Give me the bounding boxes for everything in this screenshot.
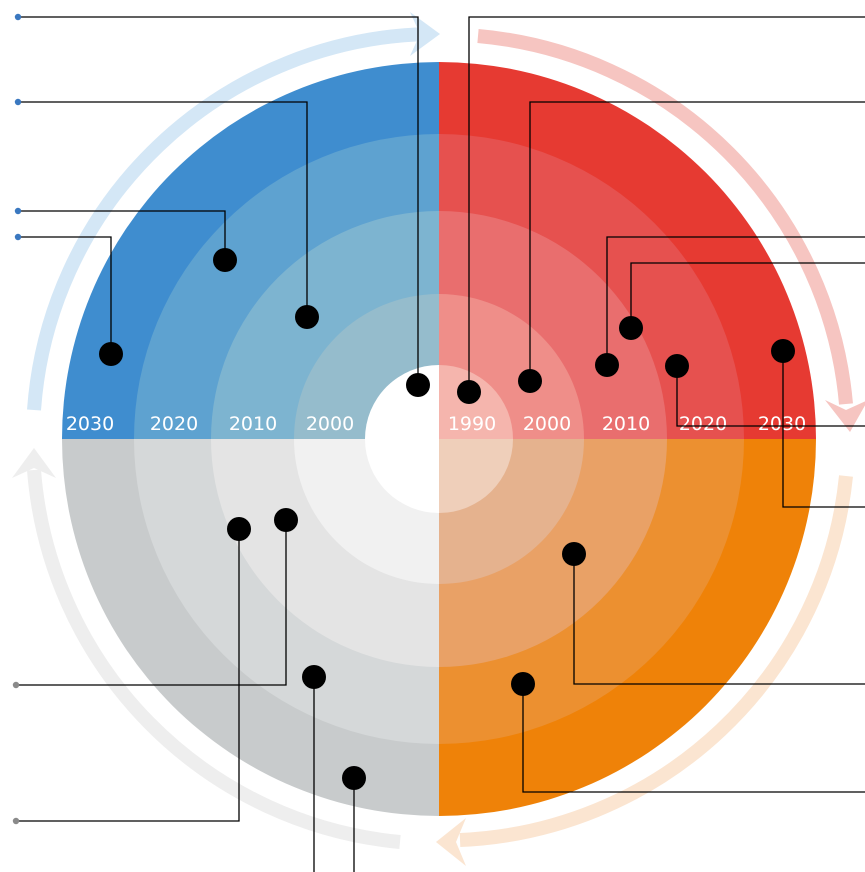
- endpoint-dot: [14, 207, 22, 215]
- year-axis-labels: 2030 2020 2010 2000 1990 1990 2000 2010 2020 2030: [66, 413, 806, 435]
- year-label-left-2020: 2020: [150, 413, 198, 435]
- marker-dot-2000-right: [518, 369, 542, 393]
- sector-top-right-ring-5: [439, 365, 513, 439]
- sector-bottom-left-ring-5: [365, 439, 439, 513]
- year-label-right-2010: 2010: [602, 413, 650, 435]
- year-label-left-1990: 1990: [381, 413, 429, 435]
- marker-dot-2010b-right: [619, 316, 643, 340]
- leader-line-gray-b: [16, 529, 240, 822]
- marker-dot-orange-outer: [511, 672, 535, 696]
- sector-bottom-right-ring-5: [439, 439, 513, 513]
- orange-cycle-arrow-icon: [459, 475, 853, 847]
- leader-line-2030-right: [782, 351, 865, 508]
- marker-dots: [99, 248, 795, 790]
- marker-dot-1990-right: [457, 380, 481, 404]
- leader-line-2030-left: [18, 236, 112, 354]
- gray-arrowhead-icon: [12, 448, 56, 478]
- marker-dot-gray-b: [227, 517, 251, 541]
- cycle-arrows: [12, 12, 865, 866]
- marker-dot-gray-c: [302, 665, 326, 689]
- year-label-left-2000: 2000: [306, 413, 354, 435]
- year-label-right-2030: 2030: [758, 413, 806, 435]
- leader-line-gray-a: [16, 520, 287, 686]
- year-label-right-1990: 1990: [448, 413, 496, 435]
- red-cycle-arrow-icon: [477, 29, 853, 405]
- leader-line-1990-right: [468, 16, 865, 392]
- leader-line-2010b-right: [630, 262, 865, 328]
- marker-dot-1990-left: [406, 373, 430, 397]
- marker-dot-2010-left: [213, 248, 237, 272]
- leader-line-2000-right: [529, 101, 865, 381]
- leader-line-orange-inner: [573, 554, 865, 685]
- marker-dot-gray-d: [342, 766, 366, 790]
- marker-dot-2010a-right: [595, 353, 619, 377]
- year-label-right-2020: 2020: [679, 413, 727, 435]
- endpoint-dot: [14, 233, 22, 241]
- marker-dot-2030-right: [771, 339, 795, 363]
- leader-line-1990-left: [18, 16, 419, 385]
- marker-dot-2030-left: [99, 342, 123, 366]
- leader-line-2000-left: [18, 101, 308, 317]
- endpoint-dot: [12, 817, 20, 825]
- endpoint-dot: [12, 681, 20, 689]
- leader-line-orange-outer: [522, 684, 865, 793]
- year-label-right-2000: 2000: [523, 413, 571, 435]
- red-arrowhead-icon: [825, 400, 865, 432]
- endpoint-dot: [14, 13, 22, 21]
- marker-dot-2020-right: [665, 354, 689, 378]
- endpoint-dot: [14, 98, 22, 106]
- leader-line-2010-left: [18, 210, 226, 260]
- marker-dot-2000-left: [295, 305, 319, 329]
- left-endpoint-dots: [12, 13, 22, 825]
- callout-leader-lines: [16, 16, 865, 872]
- marker-dot-gray-a: [274, 508, 298, 532]
- year-label-left-2010: 2010: [229, 413, 277, 435]
- blue-cycle-arrow-icon: [27, 27, 429, 411]
- quadrant-rings: [62, 62, 816, 816]
- marker-dot-orange-inner: [562, 542, 586, 566]
- leader-line-2020-right: [676, 366, 865, 427]
- year-label-left-2030: 2030: [66, 413, 114, 435]
- leader-line-2010a-right: [606, 236, 865, 365]
- orange-arrowhead-icon: [436, 818, 466, 866]
- gray-cycle-arrow-icon: [27, 469, 401, 849]
